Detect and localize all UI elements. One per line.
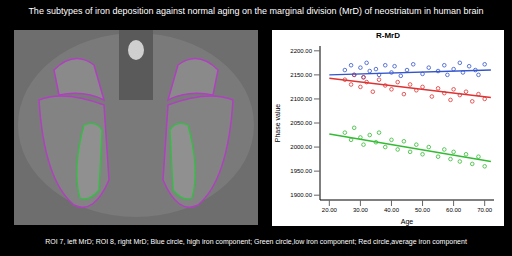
svg-text:1900.00: 1900.00 xyxy=(290,192,312,198)
svg-text:2150.00: 2150.00 xyxy=(290,72,312,78)
svg-text:20.00: 20.00 xyxy=(322,207,338,213)
svg-text:70.00: 70.00 xyxy=(477,207,493,213)
html-text:The subtypes of iron depositio: The subtypes of iron deposition against … xyxy=(28,6,484,16)
svg-text:40.00: 40.00 xyxy=(384,207,400,213)
html-text:ROI 7, left MrD; ROI 8, right: ROI 7, left MrD; ROI 8, right MrD; Blue … xyxy=(45,238,467,245)
svg-text:50.00: 50.00 xyxy=(415,207,431,213)
svg-text:2100.00: 2100.00 xyxy=(290,96,312,102)
html-text:R-MrD: R-MrD xyxy=(376,31,400,40)
svg-text:30.00: 30.00 xyxy=(353,207,369,213)
svg-text:1950.00: 1950.00 xyxy=(290,168,312,174)
svg-text:2000.00: 2000.00 xyxy=(290,144,312,150)
svg-text:Age: Age xyxy=(401,218,414,226)
svg-text:60.00: 60.00 xyxy=(446,207,462,213)
svg-text:2200.00: 2200.00 xyxy=(290,48,312,54)
svg-text:2050.00: 2050.00 xyxy=(290,120,312,126)
svg-text:Phase value: Phase value xyxy=(274,104,281,143)
